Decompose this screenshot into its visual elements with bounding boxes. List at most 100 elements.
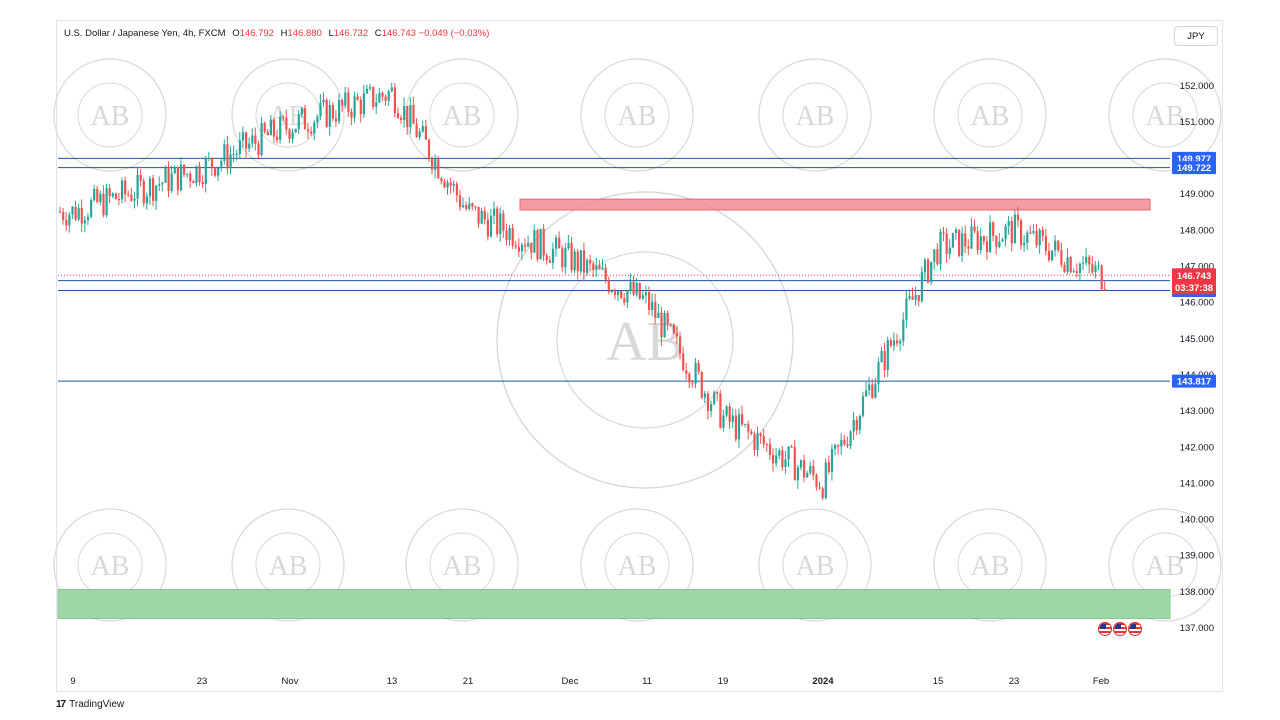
watermark-seal <box>758 58 872 172</box>
candle-body <box>697 362 700 373</box>
candle-body <box>688 373 691 383</box>
candle-body <box>393 87 396 114</box>
us-flag-icon[interactable] <box>1098 622 1112 636</box>
low-label: L <box>328 28 334 39</box>
candle-body <box>186 173 189 175</box>
candle-body <box>809 465 812 473</box>
watermark-seal <box>1108 58 1222 172</box>
candle-body <box>458 195 462 208</box>
time-axis-label: 11 <box>642 676 652 687</box>
candle-body <box>725 406 728 416</box>
candle-body <box>610 290 613 293</box>
price-tags-layer: 149.977149.722146.594146.323143.817146.7… <box>1172 151 1216 388</box>
candle-body <box>917 295 920 302</box>
watermark-seal <box>429 82 495 148</box>
candle-body <box>387 91 390 101</box>
high-value: 146.880 <box>287 28 322 39</box>
us-flag-icon[interactable] <box>1128 622 1142 636</box>
candles-layer <box>59 82 1106 501</box>
low-value: 146.732 <box>333 28 369 39</box>
candle-body <box>564 248 567 268</box>
candle-body <box>486 219 489 237</box>
candle-body <box>626 290 629 303</box>
candle-body <box>703 393 706 398</box>
candle-body <box>998 241 1001 247</box>
candle-body <box>911 296 914 300</box>
candle-body <box>1023 242 1026 246</box>
candle-body <box>728 406 731 422</box>
candle-body <box>719 393 722 428</box>
candle-body <box>1088 256 1091 265</box>
watermark-monogram: AB <box>91 101 130 132</box>
candle-body <box>694 362 697 384</box>
candle-body <box>1085 256 1088 264</box>
candle-body <box>905 298 908 320</box>
level-lines-layer <box>58 157 1170 382</box>
candle-body <box>592 263 595 270</box>
candle-body <box>737 414 741 440</box>
candle-body <box>582 250 586 273</box>
candle-body <box>775 455 778 464</box>
candle-body <box>102 193 105 216</box>
time-axis[interactable]: 9 23 Nov 13 21 Dec 11 19 2024 15 23 Feb <box>70 676 1109 687</box>
candle-body <box>868 384 871 391</box>
change-value: −0.049 (−0.03%) <box>418 28 490 39</box>
candle-body <box>595 265 598 270</box>
watermark-monogram: AB <box>443 101 482 132</box>
candle-body <box>716 392 719 394</box>
candle-body <box>412 105 415 124</box>
watermark-monogram: AB <box>971 551 1010 582</box>
watermark-seal <box>405 58 519 172</box>
candle-body <box>238 140 241 155</box>
candle-body <box>353 96 356 118</box>
candle-body <box>551 248 555 263</box>
candle-body <box>675 333 679 337</box>
candle-body <box>1063 265 1066 272</box>
candle-body <box>768 444 772 456</box>
price-axis-label: 143.000 <box>1180 406 1214 417</box>
candle-body <box>341 99 344 106</box>
candle-body <box>948 247 951 254</box>
candle-body <box>334 118 338 122</box>
candle-body <box>468 203 471 209</box>
candle-body <box>939 231 942 265</box>
open-value: 146.792 <box>239 28 274 39</box>
candle-body <box>489 215 493 237</box>
candle-body <box>620 291 623 299</box>
candle-body <box>967 246 970 249</box>
candle-body <box>700 372 703 398</box>
watermark-seal <box>556 251 734 429</box>
time-axis-label: 2024 <box>812 676 834 687</box>
currency-button[interactable]: JPY <box>1174 26 1218 46</box>
watermark-seal <box>496 191 794 489</box>
candle-body <box>1075 271 1078 273</box>
candle-body <box>1047 250 1051 261</box>
zone-layer <box>57 198 1171 619</box>
candle-body <box>533 230 536 253</box>
candle-body <box>1057 240 1060 251</box>
candle-body <box>772 455 775 464</box>
candle-body <box>607 279 610 293</box>
candle-body <box>263 123 266 132</box>
candle-body <box>437 159 440 179</box>
candle-body <box>183 164 186 175</box>
tradingview-brand[interactable]: 17 TradingView <box>56 699 124 710</box>
candle-body <box>434 159 437 170</box>
candle-body <box>973 226 976 232</box>
candle-body <box>331 105 334 119</box>
candle-body <box>136 174 139 199</box>
events-markers[interactable] <box>1098 622 1142 636</box>
candle-body <box>189 173 192 182</box>
price-axis-label: 148.000 <box>1180 225 1214 236</box>
candle-body <box>105 188 108 216</box>
candle-body <box>508 227 511 241</box>
candle-body <box>589 259 592 264</box>
us-flag-icon[interactable] <box>1113 622 1127 636</box>
candle-body <box>152 178 155 201</box>
candle-body <box>1013 214 1016 244</box>
candle-body <box>229 154 232 169</box>
symbol-legend[interactable]: U.S. Dollar / Japanese Yen, 4h, FXCM O14… <box>64 28 489 39</box>
candle-body <box>849 431 852 447</box>
